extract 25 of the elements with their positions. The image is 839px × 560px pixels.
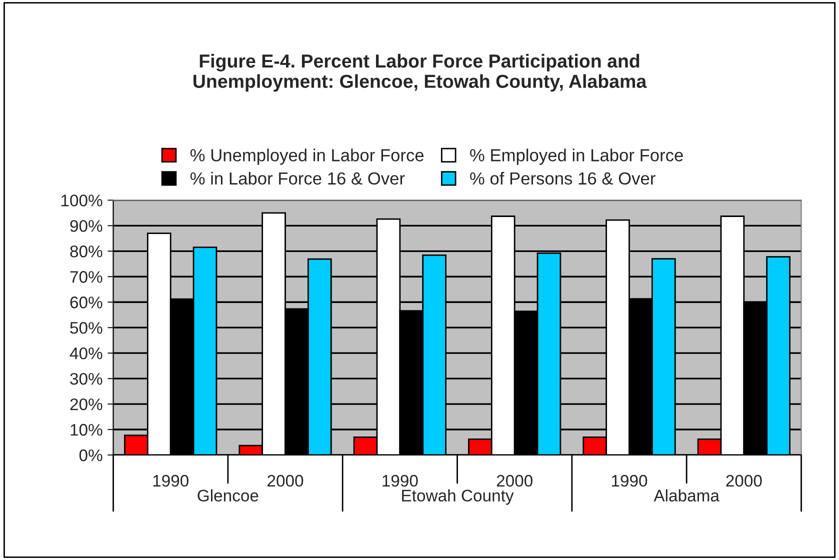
y-tick-label: 60% xyxy=(70,296,102,308)
legend-label: % Unemployed in Labor Force xyxy=(190,148,424,165)
y-tick-label: 70% xyxy=(70,271,102,283)
y-tick-label: 100% xyxy=(61,194,102,206)
y-tick-label: 90% xyxy=(70,220,102,232)
y-tick-label: 40% xyxy=(70,347,102,360)
x-tick-label: 1990 xyxy=(382,474,418,487)
x-tick-label: 2000 xyxy=(726,474,762,487)
y-tick-label: 30% xyxy=(70,372,102,385)
y-tick-label: 0% xyxy=(79,449,102,462)
y-tick-label: 10% xyxy=(70,424,102,436)
x-tick-label: 2000 xyxy=(268,474,304,487)
legend-label: % Employed in Labor Force xyxy=(470,148,683,165)
legend-label: % in Labor Force 16 & Over xyxy=(190,172,405,185)
x-tick-label: 1990 xyxy=(153,474,188,487)
text: Alabama xyxy=(654,489,720,502)
legend-label: % of Persons 16 & Over xyxy=(470,172,656,185)
y-tick-label: 50% xyxy=(70,322,102,334)
chart-title: Figure E-4. Percent Labor Force Participation and Unemployment: Glencoe, Etowah County, Alabama xyxy=(194,54,647,92)
text: Glencoe xyxy=(198,489,258,502)
y-tick-label: 20% xyxy=(70,398,102,410)
x-tick-label: 1990 xyxy=(612,474,648,487)
y-tick-label: 80% xyxy=(70,246,102,258)
x-tick-label: 2000 xyxy=(496,474,532,487)
text: Etowah County xyxy=(402,489,514,505)
